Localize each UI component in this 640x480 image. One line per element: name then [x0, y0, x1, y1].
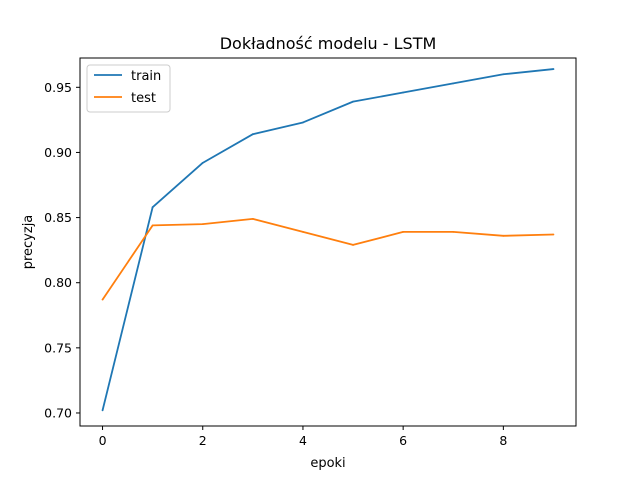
x-tick-label: 2 [199, 433, 207, 448]
y-tick-label: 0.80 [44, 275, 72, 290]
y-tick-label: 0.95 [44, 80, 72, 95]
data-point-test-4 [302, 231, 304, 233]
legend-label-train: train [131, 69, 161, 84]
y-tick-label: 0.75 [44, 340, 72, 355]
data-point-train-6 [402, 91, 405, 94]
data-point-train-0 [101, 409, 104, 412]
data-point-test-0 [101, 298, 104, 301]
data-point-train-1 [151, 206, 154, 209]
x-tick-label: 4 [299, 433, 307, 448]
data-point-test-8 [502, 234, 505, 237]
legend-box [86, 64, 171, 113]
y-tick-label: 0.70 [44, 405, 72, 420]
series-line-train [101, 68, 554, 411]
y-axis-ticks: 0.70 0.75 0.80 0.85 0.90 0.95 [44, 80, 80, 420]
x-axis-ticks: 0 2 4 6 8 [99, 426, 507, 448]
x-tick-label: 8 [499, 433, 507, 448]
y-axis-label: precyzja [21, 215, 36, 270]
x-tick-label: 6 [399, 433, 407, 448]
data-point-train-4 [302, 121, 304, 124]
data-point-train-7 [452, 82, 455, 85]
data-point-train-2 [201, 161, 204, 164]
data-point-test-2 [201, 223, 204, 225]
legend: train test [86, 64, 171, 113]
data-point-train-5 [352, 100, 354, 103]
legend-label-test: test [131, 91, 156, 106]
series-line-test [101, 217, 554, 301]
y-tick-label: 0.85 [44, 210, 72, 225]
data-point-test-7 [452, 231, 455, 233]
data-point-train-3 [251, 133, 254, 136]
data-point-train-9 [552, 68, 555, 70]
x-tick-label: 0 [99, 433, 107, 448]
data-point-test-1 [151, 224, 154, 227]
data-point-train-8 [502, 73, 505, 76]
x-axis-label: epoki [310, 456, 345, 471]
chart-title: Dokładność modelu - LSTM [220, 34, 437, 53]
axes-frame [79, 57, 577, 427]
data-point-test-5 [352, 244, 354, 246]
y-tick-label: 0.90 [44, 145, 72, 160]
plot-area [101, 68, 555, 412]
data-point-test-6 [402, 231, 405, 233]
data-point-test-9 [552, 233, 555, 236]
data-point-test-3 [251, 217, 254, 220]
